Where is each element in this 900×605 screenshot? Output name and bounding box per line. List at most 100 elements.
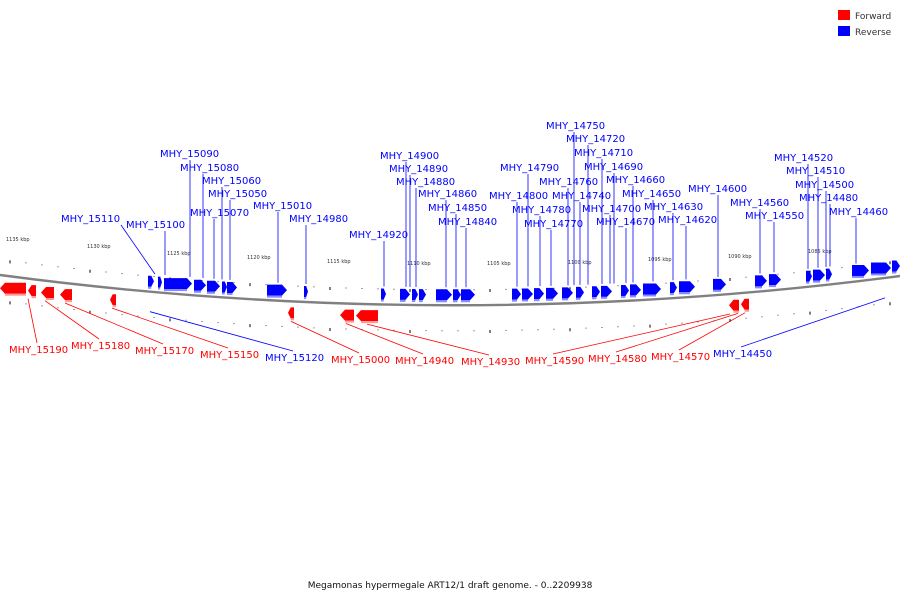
gene-arrow-forward (288, 307, 294, 319)
gene-label-reverse: MHY_14710 (574, 148, 633, 159)
gene-label-reverse: MHY_14620 (658, 215, 717, 226)
gene-arrow-forward (356, 310, 378, 322)
scale-tick-label: 1095 kbp (648, 257, 672, 263)
gene-label-reverse: MHY_14860 (418, 189, 477, 200)
gene-arrow-shadow (601, 296, 608, 299)
gene-label-reverse: MHY_14560 (730, 198, 789, 209)
gene-label-reverse: MHY_14450 (713, 349, 772, 360)
gene-arrow-reverse (679, 281, 695, 293)
gene-arrow-reverse (892, 260, 900, 272)
gene-arrow-reverse (630, 284, 641, 296)
gene-label-reverse: MHY_15050 (208, 189, 267, 200)
scale-tick-label: 1125 kbp (167, 251, 191, 257)
gene-label-reverse: MHY_14750 (546, 121, 605, 132)
gene-arrow-reverse (806, 270, 812, 282)
gene-arrow-reverse (670, 282, 677, 294)
gene-arrow-shadow (679, 292, 690, 295)
gene-arrow-shadow (733, 310, 739, 313)
gene-arrow-shadow (400, 299, 406, 302)
gene-arrow-shadow (643, 294, 656, 297)
leader-line-forward (345, 323, 424, 355)
gene-label-reverse: MHY_14670 (596, 217, 655, 228)
gene-arrow-reverse (871, 262, 891, 274)
gene-arrow-shadow (630, 295, 637, 298)
gene-label-reverse: MHY_14890 (389, 164, 448, 175)
gene-labels: MHY_15110 MHY_15100 MHY_15090 MHY_15080 MHY_… (9, 121, 888, 368)
leader-line-forward (615, 313, 739, 353)
gene-label-reverse: MHY_14800 (489, 191, 548, 202)
gene-arrow-shadow (813, 280, 820, 283)
gene-arrow-forward (41, 287, 54, 299)
gene-arrow-reverse (546, 287, 558, 299)
gene-arrow-shadow (5, 293, 26, 296)
gene-label-forward: MHY_14590 (525, 356, 584, 367)
gene-arrow-shadow (381, 299, 384, 302)
gene-label-forward: MHY_14930 (461, 357, 520, 368)
gene-label-reverse: MHY_14720 (566, 134, 625, 145)
gene-label-forward: MHY_15170 (135, 346, 194, 357)
scale-tick-label: 1085 kbp (808, 249, 832, 255)
gene-arrow-reverse (381, 288, 386, 300)
gene-label-reverse: MHY_14600 (688, 184, 747, 195)
gene-arrow-reverse (576, 286, 584, 298)
gene-label-reverse: MHY_14740 (552, 191, 611, 202)
gene-label-forward: MHY_15000 (331, 355, 390, 366)
gene-label-forward: MHY_14580 (588, 354, 647, 365)
gene-label-reverse: MHY_14900 (380, 151, 439, 162)
gene-arrow-shadow (755, 286, 762, 289)
gene-arrow-shadow (304, 297, 307, 300)
gene-label-reverse: MHY_14780 (512, 205, 571, 216)
gene-arrow-shadow (194, 290, 201, 293)
gene-arrow-forward (340, 309, 354, 321)
gene-label-reverse: MHY_14920 (349, 230, 408, 241)
legend-label-forward: Forward (855, 12, 891, 22)
scale-tick-label: 1090 kbp (728, 254, 752, 260)
leader-line-forward (64, 302, 164, 345)
leader-line-forward (290, 320, 360, 354)
gene-label-reverse: MHY_14700 (582, 204, 641, 215)
legend-swatch-forward (838, 10, 850, 20)
gene-arrow-reverse (522, 288, 533, 300)
gene-arrow-reverse (412, 289, 418, 301)
gene-label-reverse: MHY_15010 (253, 201, 312, 212)
gene-arrow-shadow (290, 318, 294, 321)
legend-label-reverse: Reverse (855, 28, 892, 38)
gene-arrow-reverse (755, 275, 767, 287)
gene-arrow-shadow (892, 271, 897, 274)
gene-label-reverse: MHY_14480 (799, 193, 858, 204)
leader-line-reverse (740, 297, 886, 348)
gene-label-reverse: MHY_15060 (202, 176, 261, 187)
gene-arrow-shadow (576, 297, 581, 300)
gene-arrow-shadow (412, 300, 416, 303)
gene-label-reverse: MHY_14850 (428, 203, 487, 214)
scale-tick-label: 1115 kbp (327, 259, 351, 265)
leader-line-reverse (149, 311, 294, 352)
leader-line-reverse (120, 224, 156, 275)
gene-label-reverse: MHY_14660 (606, 175, 665, 186)
gene-arrow-reverse (643, 283, 661, 295)
gene-arrow-reverse (826, 268, 832, 280)
gene-arrow-shadow (65, 300, 72, 303)
gene-arrow-shadow (158, 287, 161, 290)
gene-arrow-forward (60, 289, 72, 301)
gene-arrow-reverse (713, 278, 726, 290)
gene-arrow-shadow (361, 321, 378, 324)
gene-arrow-reverse (164, 278, 192, 290)
gene-label-reverse: MHY_14840 (438, 217, 497, 228)
gene-arrow-reverse (813, 269, 825, 281)
gene-arrow-shadow (534, 299, 540, 302)
gene-label-reverse: MHY_14650 (622, 189, 681, 200)
gene-arrow-shadow (546, 298, 553, 301)
gene-arrow-shadow (453, 300, 458, 303)
leader-line-forward (111, 307, 229, 349)
gene-features (0, 260, 900, 324)
gene-arrow-shadow (744, 309, 749, 312)
gene-arrow-shadow (621, 295, 626, 298)
gene-arrow-shadow (871, 273, 886, 276)
gene-arrow-shadow (562, 298, 569, 301)
gene-label-forward: MHY_15150 (200, 350, 259, 361)
gene-arrow-reverse (453, 289, 461, 301)
gene-arrow-reverse (227, 282, 237, 294)
gene-arrow-reverse (601, 285, 612, 297)
